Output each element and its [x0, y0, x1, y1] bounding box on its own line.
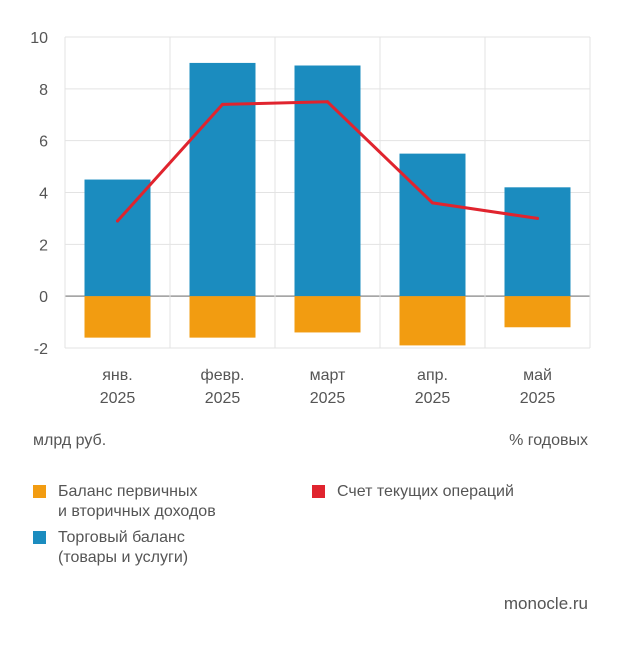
bar [84, 179, 151, 297]
x-tick-label-year: 2025 [100, 390, 136, 407]
x-tick-label-month: апр. [417, 367, 448, 384]
y-tick-label: -2 [34, 341, 48, 358]
line-point [221, 102, 224, 106]
legend-label: Торговый баланс (товары и услуги) [58, 529, 189, 566]
x-tick-label-month: март [310, 367, 346, 384]
bar [84, 296, 151, 338]
legend-label: Счет текущих операций [337, 483, 514, 500]
bar [189, 62, 256, 297]
line-unit-label: % годовых [509, 432, 588, 449]
line-point [326, 100, 329, 104]
legend-item-current-account: Счет текущих операций [312, 482, 514, 502]
x-tick-label-year: 2025 [205, 390, 241, 407]
x-tick-label-year: 2025 [520, 390, 556, 407]
x-tick-label-year: 2025 [415, 390, 451, 407]
line-point [536, 216, 539, 220]
legend-item-income-balance: Баланс первичных и вторичных доходов [33, 482, 216, 522]
y-tick-label: 4 [39, 186, 48, 203]
legend-label: Баланс первичных и вторичных доходов [58, 483, 216, 520]
x-tick-labels: янв. 2025 февр. 2025 март 2025 апр. 2025 май 2025 [100, 367, 556, 407]
line-series [116, 100, 539, 223]
x-tick-label-month: янв. [102, 367, 132, 384]
y-tick-label: 6 [39, 134, 48, 151]
bar [189, 296, 256, 338]
y-unit-label: млрд руб. [33, 432, 107, 449]
source-label: monocle.ru [503, 594, 588, 613]
legend-swatch-orange [33, 485, 46, 498]
legend-item-trade-balance: Торговый баланс (товары и услуги) [33, 528, 188, 568]
bar [294, 296, 361, 333]
bars [84, 62, 571, 346]
x-tick-label-year: 2025 [310, 390, 346, 407]
bar [504, 187, 571, 297]
line-point [431, 201, 434, 205]
chart: -2 0 2 4 6 8 10 янв. 2025 февр. 2025 март 2025 апр. 2… [30, 30, 591, 407]
bar [399, 296, 466, 346]
bar [399, 153, 466, 297]
x-tick-label-month: май [523, 367, 552, 384]
y-tick-label: 8 [39, 82, 48, 99]
legend-swatch-red [312, 485, 325, 498]
line-point [116, 219, 119, 223]
y-tick-labels: -2 0 2 4 6 8 10 [30, 30, 48, 358]
legend-swatch-blue [33, 531, 46, 544]
x-tick-label-month: февр. [201, 367, 245, 384]
bar [294, 65, 361, 297]
bar [504, 296, 571, 328]
y-tick-label: 0 [39, 289, 48, 306]
y-tick-label: 10 [30, 30, 48, 47]
y-tick-label: 2 [39, 237, 48, 254]
